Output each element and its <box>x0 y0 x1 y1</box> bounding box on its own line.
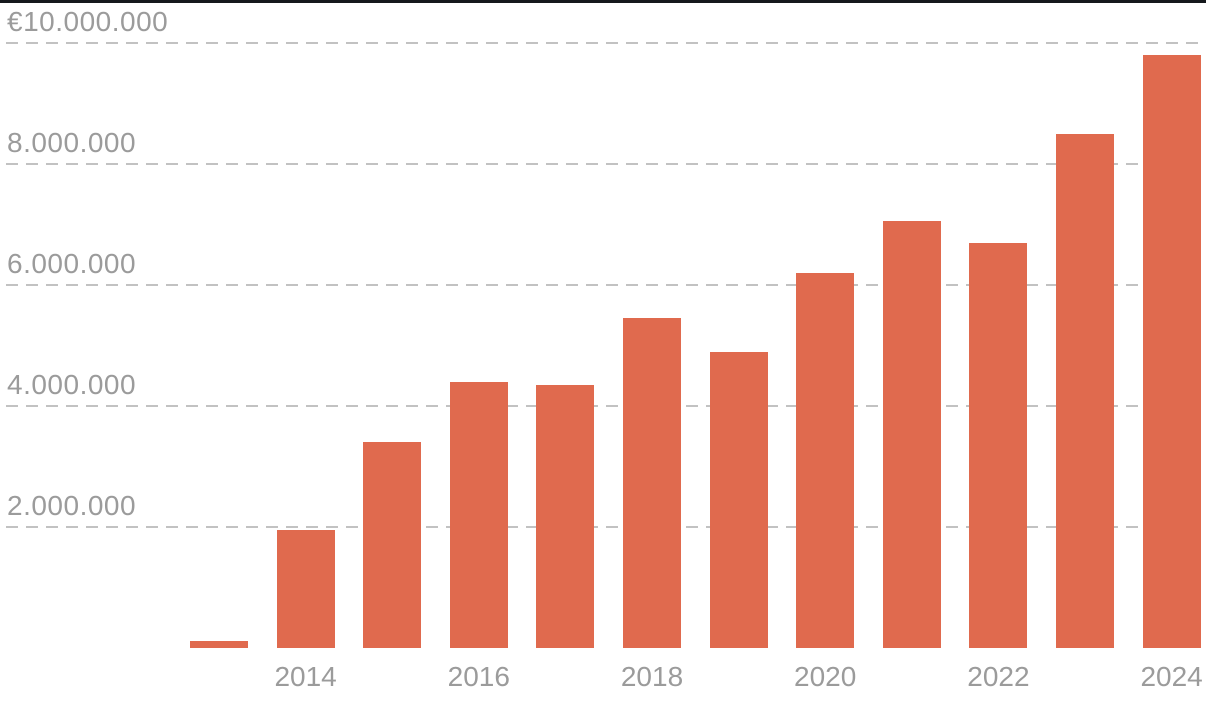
bar-2022 <box>969 242 1028 648</box>
y-axis-tick-label: 8.000.000 <box>7 127 137 158</box>
gridline-10000000 <box>6 42 1206 44</box>
bar-2015 <box>363 442 422 648</box>
y-axis-tick-label: 2.000.000 <box>7 490 137 521</box>
gridline-6000000 <box>6 284 1206 286</box>
bar-2019 <box>709 351 768 648</box>
bar-2017 <box>536 384 595 648</box>
bar-2016 <box>449 381 508 648</box>
gridline-2000000 <box>6 526 1206 528</box>
x-axis-tick-label: 2022 <box>967 661 1030 692</box>
gridline-4000000 <box>6 405 1206 407</box>
bar-2020 <box>796 272 855 648</box>
x-axis-tick-label: 2018 <box>620 661 684 692</box>
x-axis-tick-label: 2020 <box>794 661 857 692</box>
bar-2013 <box>190 640 248 648</box>
bar-2023 <box>1056 133 1114 648</box>
x-axis-tick-label: 2014 <box>274 661 337 692</box>
x-axis-tick-label: 2024 <box>1140 661 1203 692</box>
y-axis-tick-label: 6.000.000 <box>7 248 137 279</box>
x-axis-baseline <box>0 0 1206 3</box>
y-axis-tick-label: €10.000.000 <box>7 6 169 37</box>
bar-2024 <box>1142 55 1201 648</box>
bar-2014 <box>276 530 335 648</box>
bar-2018 <box>623 318 681 648</box>
y-axis-tick-label: 4.000.000 <box>7 369 137 400</box>
x-axis-tick-label: 2016 <box>447 661 510 692</box>
bar-2021 <box>882 221 941 648</box>
gridline-8000000 <box>6 163 1206 165</box>
